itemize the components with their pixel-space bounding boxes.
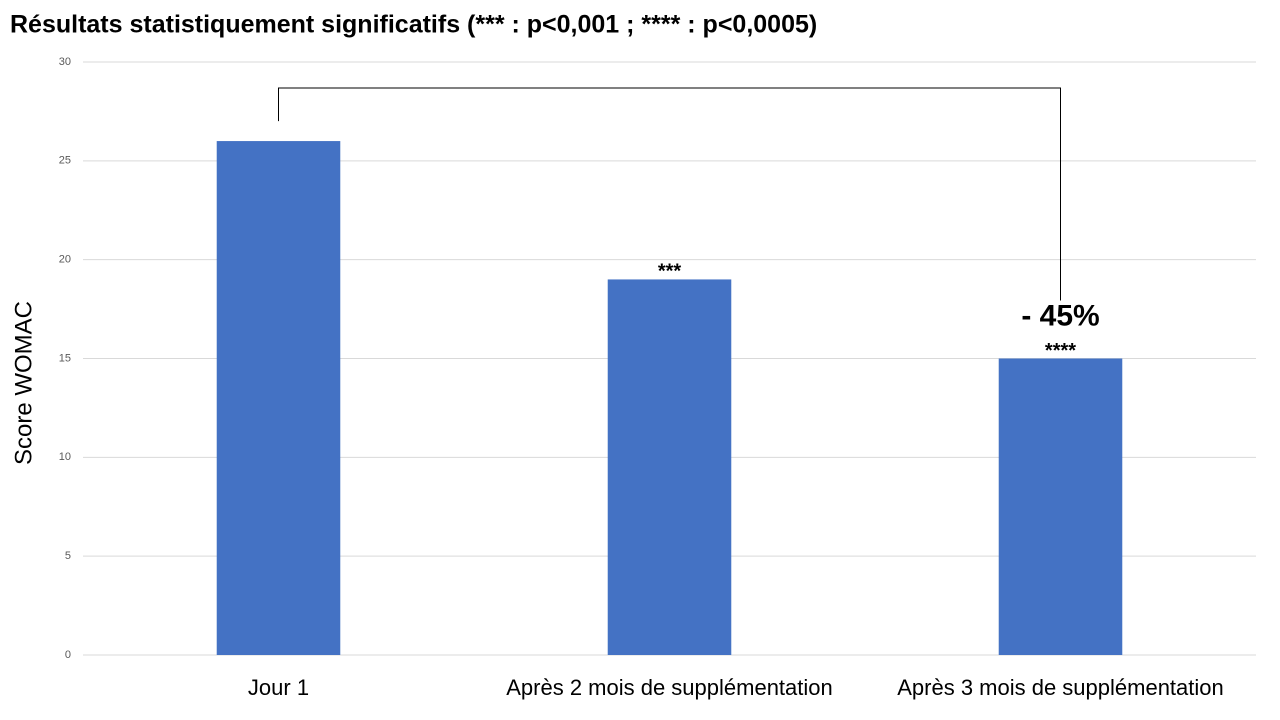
bar [607,279,732,655]
significance-label: **** [1045,340,1076,362]
x-tick-label: Jour 1 [248,675,309,700]
x-tick-label: Après 3 mois de supplémentation [897,675,1224,700]
y-axis-label: Score WOMAC [10,301,37,465]
y-tick-label: 15 [59,352,71,364]
comparison-bracket [278,87,1061,301]
bar [998,358,1123,655]
y-tick-label: 0 [65,649,71,661]
y-tick-label: 10 [59,451,71,463]
change-label: - 45% [1021,299,1099,332]
y-tick-label: 5 [65,550,71,562]
y-tick-label: 20 [59,254,71,266]
chart-title: Résultats statistiquement significatifs … [10,11,817,39]
significance-label: *** [658,261,682,283]
x-tick-label: Après 2 mois de supplémentation [506,675,833,700]
bar [216,141,341,656]
y-tick-label: 30 [59,56,71,68]
y-tick-label: 25 [59,155,71,167]
